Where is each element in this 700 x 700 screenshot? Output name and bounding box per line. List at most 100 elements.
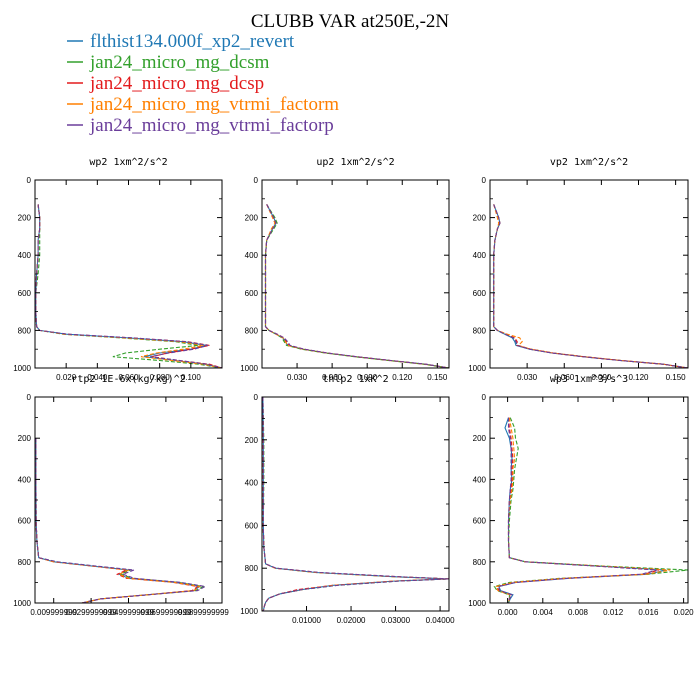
x-tick-label: 0.0499999999 — [103, 608, 155, 617]
x-tick-label: 0.090 — [357, 373, 378, 382]
plot-frame — [489, 179, 689, 369]
y-tick-label: 0 — [482, 393, 487, 402]
series-line — [264, 204, 449, 368]
series-group — [493, 417, 688, 603]
y-tick-label: 1000 — [13, 364, 31, 373]
series-line — [493, 204, 688, 368]
y-tick-label: 400 — [245, 479, 259, 488]
x-tick-label: 0.060 — [322, 373, 343, 382]
series-group — [35, 204, 222, 368]
y-tick-label: 1000 — [468, 599, 486, 608]
panel: vp2 1xm^2/s^2 0 200 400 600 800 1000 0.030 0.060… — [468, 157, 689, 382]
x-tick-label: 0.120 — [392, 373, 413, 382]
y-tick-label: 800 — [18, 558, 32, 567]
y-tick-label: 400 — [18, 475, 32, 484]
panel-title: up2 1xm^2/s^2 — [316, 157, 394, 168]
series-line — [493, 417, 688, 603]
legend-entry: jan24_micro_mg_dcsp — [67, 73, 264, 94]
x-tick-label: 0.080 — [150, 373, 171, 382]
series-line — [495, 417, 671, 603]
series-line — [264, 204, 449, 368]
series-group — [35, 438, 207, 603]
x-tick-label: 0.000 — [498, 608, 519, 617]
x-tick-label: 0.004 — [533, 608, 554, 617]
series-line — [498, 417, 658, 603]
x-tick-label: 0.040 — [87, 373, 108, 382]
series-group — [264, 204, 449, 368]
y-tick-label: 0 — [482, 176, 487, 185]
x-tick-label: 0.008 — [568, 608, 589, 617]
x-tick-label: 0.03000 — [381, 616, 410, 625]
series-line — [35, 438, 201, 603]
x-tick-label: 0.016 — [638, 608, 659, 617]
series-line — [493, 204, 688, 368]
series-line — [493, 204, 688, 368]
x-tick-label: 0.009999999 — [30, 608, 77, 617]
legend-label: jan24_micro_mg_dcsp — [89, 73, 264, 94]
y-tick-label: 200 — [473, 214, 487, 223]
x-tick-label: 0.120 — [628, 373, 649, 382]
panel: thlp2 1xK^2 0 200 400 600 800 1000 0.01000 0.020… — [240, 374, 455, 625]
series-line — [262, 397, 449, 611]
plot-frame — [34, 179, 223, 369]
series-line — [493, 204, 688, 368]
x-tick-label: 0.060 — [118, 373, 139, 382]
legend-label: jan24_micro_mg_vtrmi_factorp — [89, 115, 334, 136]
x-tick-label: 0.150 — [666, 373, 687, 382]
x-tick-label: 0.012 — [603, 608, 624, 617]
y-tick-label: 1000 — [468, 364, 486, 373]
legend: flthist134.000f_xp2_revertjan24_micro_mg… — [67, 31, 339, 136]
plot-frame — [34, 396, 223, 604]
y-tick-label: 200 — [18, 214, 32, 223]
x-tick-label: 0.0899999999 — [178, 608, 230, 617]
y-tick-label: 200 — [245, 214, 259, 223]
x-tick-label: 0.01000 — [292, 616, 321, 625]
x-tick-label: 0.090 — [591, 373, 612, 382]
y-tick-label: 800 — [473, 326, 487, 335]
y-tick-label: 600 — [245, 289, 259, 298]
series-line — [264, 204, 449, 368]
y-tick-label: 600 — [473, 517, 487, 526]
x-tick-label: 0.030 — [517, 373, 538, 382]
y-tick-label: 200 — [473, 434, 487, 443]
plot-frame — [261, 179, 450, 369]
x-tick-label: 0.0299999999 — [66, 608, 118, 617]
y-tick-label: 600 — [18, 289, 32, 298]
x-tick-label: 0.030 — [287, 373, 308, 382]
panel-title: wp2 1xm^2/s^2 — [89, 157, 167, 168]
y-tick-label: 800 — [245, 564, 259, 573]
x-tick-label: 0.020 — [674, 608, 695, 617]
y-tick-label: 600 — [245, 521, 259, 530]
y-tick-label: 600 — [18, 517, 32, 526]
y-tick-label: 1000 — [240, 364, 258, 373]
series-line — [262, 397, 449, 611]
series-line — [262, 397, 449, 611]
series-line — [35, 438, 205, 603]
panels: wp2 1xm^2/s^2 0 200 400 600 800 1000 0.020 0.040… — [13, 157, 694, 625]
series-line — [262, 397, 449, 611]
series-line — [498, 417, 667, 603]
plot-frame — [261, 396, 450, 612]
y-tick-label: 800 — [245, 326, 259, 335]
x-tick-label: 0.150 — [427, 373, 448, 382]
series-line — [264, 204, 449, 368]
y-tick-label: 1000 — [13, 599, 31, 608]
panel-title: thlp2 1xK^2 — [322, 374, 388, 385]
y-tick-label: 400 — [18, 251, 32, 260]
y-tick-label: 600 — [473, 289, 487, 298]
y-tick-label: 0 — [254, 176, 259, 185]
series-group — [262, 397, 449, 611]
series-line — [262, 397, 449, 611]
series-line — [264, 204, 449, 368]
x-tick-label: 0.060 — [554, 373, 575, 382]
y-tick-label: 400 — [245, 251, 259, 260]
series-line — [35, 438, 201, 603]
panel-title: rtp2 1E-6x(kg/kg)^2 — [71, 374, 185, 385]
y-tick-label: 1000 — [240, 607, 258, 616]
panel: wp2 1xm^2/s^2 0 200 400 600 800 1000 0.020 0.040… — [13, 157, 223, 382]
panel: rtp2 1E-6x(kg/kg)^2 0 200 400 600 800 10000.00… — [13, 374, 229, 617]
y-tick-label: 200 — [18, 434, 32, 443]
series-line — [35, 438, 200, 603]
y-tick-label: 0 — [27, 393, 32, 402]
